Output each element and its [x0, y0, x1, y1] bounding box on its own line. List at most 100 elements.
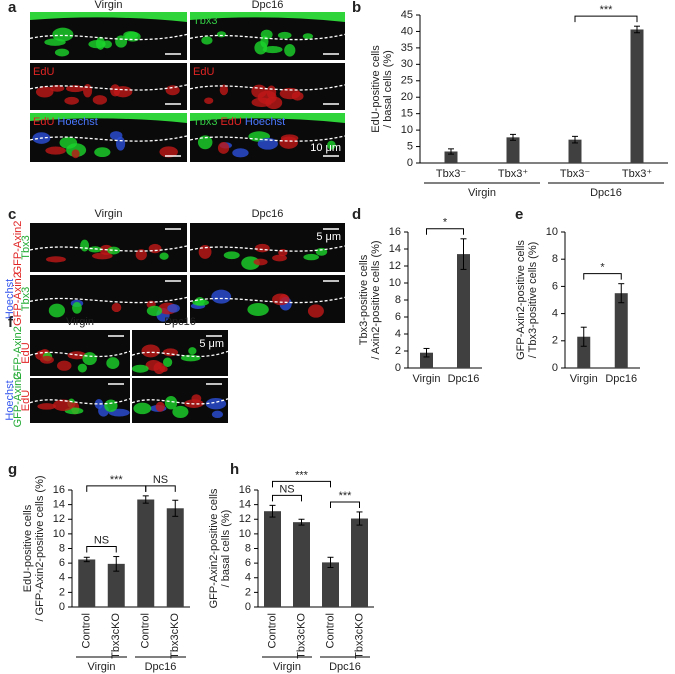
basement-line: [29, 84, 188, 91]
cell: [327, 140, 336, 150]
cell: [88, 40, 106, 49]
cell: [92, 252, 113, 260]
cell: [52, 27, 74, 42]
row-label: Tbx3: [20, 235, 32, 259]
x-tick-label: Tbx3⁻: [436, 168, 466, 180]
y-tick-label: 45: [401, 9, 413, 21]
basement-line: [189, 245, 346, 252]
scale-label: 10 μm: [310, 142, 341, 154]
cell: [82, 352, 97, 366]
y-tick-label: 10: [389, 277, 401, 289]
bar: [351, 518, 368, 607]
cell: [265, 96, 283, 110]
cell: [216, 31, 227, 38]
y-axis-label: / GFP-Axin2-positive cells (%): [34, 475, 46, 621]
stain-word: EdU: [193, 66, 214, 78]
y-tick-label: 2: [59, 586, 65, 598]
row-label: GFP-Axin2: [12, 221, 24, 275]
x-tick-label: Tbx3⁻: [560, 168, 590, 180]
y-tick-label: 0: [245, 601, 251, 613]
error-bar: [634, 25, 640, 34]
row-label: GFP-Axin2: [12, 272, 24, 326]
cell: [253, 258, 268, 266]
cell: [165, 85, 180, 96]
cell: [211, 289, 232, 304]
x-tick-label: Tbx3cKO: [295, 613, 307, 659]
basement-line: [29, 245, 188, 252]
cell: [211, 410, 224, 419]
cell: [302, 33, 314, 40]
stain-label: EdU: [33, 66, 54, 78]
row-label: GFP-Axin2: [12, 326, 24, 380]
bar: [614, 293, 628, 368]
y-tick-label: 16: [53, 484, 65, 496]
group-label: Virgin: [468, 187, 496, 199]
cell: [50, 84, 65, 92]
cell: [155, 401, 165, 412]
tissue: [190, 12, 345, 22]
error-bar: [580, 326, 587, 347]
cell: [159, 365, 168, 373]
cell: [219, 84, 229, 96]
y-tick-label: 12: [389, 260, 401, 272]
tissue: [30, 113, 187, 123]
error-bar: [113, 556, 120, 572]
significance-label: ***: [295, 469, 309, 481]
cell: [59, 136, 78, 149]
cell: [201, 36, 213, 45]
y-tick-label: 8: [245, 542, 251, 554]
y-axis-label: GFP-Axin2-positive cells: [208, 488, 220, 608]
y-tick-label: 6: [59, 557, 65, 569]
significance-bracket: [574, 15, 638, 23]
row-label: EdU: [20, 342, 32, 363]
cell: [135, 249, 147, 261]
y-tick-label: 5: [407, 140, 413, 152]
significance-label: ***: [600, 4, 614, 16]
y-tick-label: 4: [245, 572, 251, 584]
y-tick-label: 0: [407, 157, 413, 169]
x-tick-label: Tbx3cKO: [169, 613, 181, 659]
error-bar: [327, 556, 334, 569]
cell: [45, 256, 66, 263]
cell: [195, 297, 205, 306]
cell: [180, 354, 201, 362]
y-tick-label: 0: [395, 362, 401, 374]
column-header: Dpc16: [252, 0, 284, 11]
y-tick-label: 10: [53, 528, 65, 540]
significance-bracket: [145, 485, 176, 492]
y-axis-label: / basal cells (%): [220, 510, 232, 588]
x-tick-label: Tbx3⁺: [498, 168, 528, 180]
x-tick-label: Tbx3⁺: [622, 168, 652, 180]
cell: [162, 348, 179, 357]
basement-line: [29, 350, 131, 358]
cell: [57, 360, 72, 371]
significance-bracket: [86, 485, 147, 492]
y-tick-label: 2: [552, 335, 558, 347]
cell: [71, 149, 80, 159]
y-tick-label: 2: [395, 345, 401, 357]
cell: [159, 252, 169, 260]
cell: [167, 303, 180, 313]
stain-label: EdU: [193, 66, 214, 78]
cell: [115, 136, 126, 151]
cell: [257, 137, 278, 150]
cell: [141, 344, 160, 358]
cell: [307, 304, 324, 318]
x-tick-label: Control: [140, 613, 152, 648]
error-bar: [572, 135, 578, 144]
cell: [54, 48, 70, 57]
y-tick-label: 8: [59, 542, 65, 554]
error-bar: [356, 511, 363, 526]
y-tick-label: 8: [395, 294, 401, 306]
error-bar: [269, 504, 276, 518]
cell: [315, 247, 328, 256]
y-tick-label: 12: [53, 513, 65, 525]
basement-line: [189, 135, 346, 142]
bar: [78, 559, 96, 607]
y-tick-label: 14: [53, 499, 65, 511]
y-tick-label: 14: [389, 243, 401, 255]
scale-label: 5 μm: [316, 231, 341, 243]
significance-bracket: [272, 494, 302, 502]
cell: [280, 134, 299, 142]
cell: [94, 147, 111, 158]
